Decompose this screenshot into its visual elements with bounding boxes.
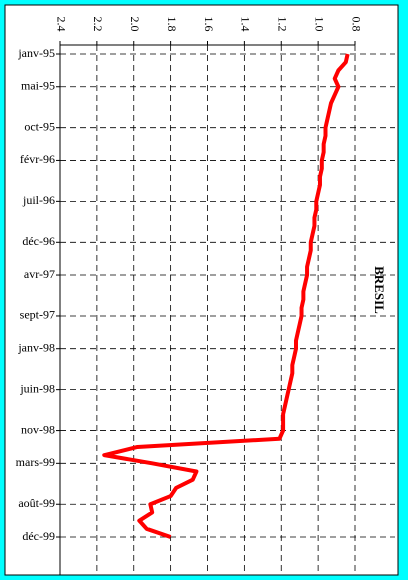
y-tick-label: 1.2 bbox=[276, 17, 290, 32]
x-tick-label: déc-96 bbox=[22, 234, 55, 248]
y-tick-label: 2.2 bbox=[91, 17, 105, 32]
x-tick-label: janv-98 bbox=[17, 340, 55, 354]
x-tick-label: oct-95 bbox=[24, 119, 55, 133]
x-tick-label: nov-98 bbox=[21, 422, 55, 436]
x-tick-label: août-99 bbox=[18, 496, 55, 510]
x-tick-label: déc-99 bbox=[22, 529, 55, 543]
x-tick-label: févr-96 bbox=[20, 152, 55, 166]
y-tick-label: 0.8 bbox=[349, 17, 363, 32]
x-tick-label: avr-97 bbox=[24, 267, 55, 281]
x-tick-label: mars-99 bbox=[16, 455, 55, 469]
y-tick-label: 2.4 bbox=[54, 17, 68, 32]
y-tick-label: 1.8 bbox=[165, 17, 179, 32]
chart-area bbox=[4, 4, 399, 576]
data-line bbox=[102, 53, 350, 539]
y-tick-label: 1.0 bbox=[312, 17, 326, 32]
y-tick-label: 2.0 bbox=[128, 17, 142, 32]
x-tick-label: janv-95 bbox=[17, 46, 55, 60]
x-tick-label: juin-98 bbox=[19, 381, 55, 395]
y-tick-label: 1.4 bbox=[239, 17, 253, 32]
x-tick-label: juil-96 bbox=[22, 193, 55, 207]
x-tick-label: mai-95 bbox=[21, 78, 55, 92]
x-tick-label: sept-97 bbox=[20, 308, 55, 322]
chart-title: BRESIL bbox=[372, 266, 387, 314]
y-tick-label: 1.6 bbox=[202, 17, 216, 32]
